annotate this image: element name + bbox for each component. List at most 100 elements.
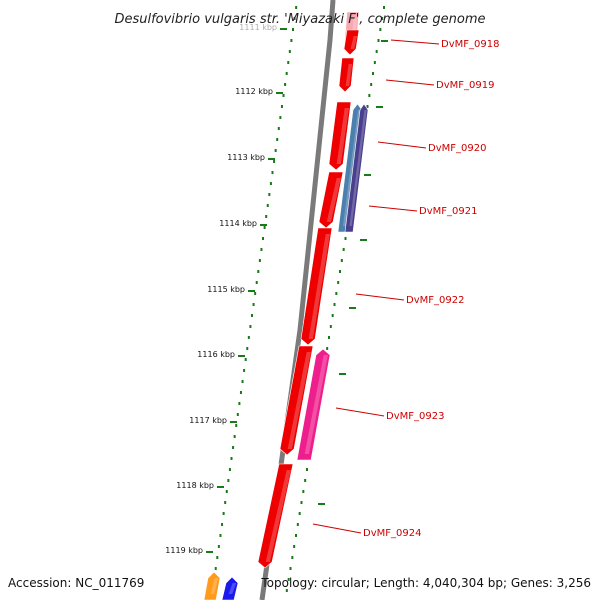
tick-dot — [377, 39, 380, 42]
tick-dot — [335, 292, 338, 295]
gene-dvmf-0924-shade — [265, 470, 291, 562]
tick-dot — [342, 248, 345, 251]
gene-dvmf-0923-shade — [287, 352, 311, 449]
gene-dvmf-0919[interactable] — [338, 57, 355, 93]
gene-dvmf-0920[interactable] — [328, 101, 352, 171]
gene-dvmf-0921[interactable] — [318, 171, 344, 229]
tick-dot — [333, 303, 336, 306]
tick-dot — [262, 237, 265, 240]
outer-tick-mark — [364, 174, 371, 176]
tick-dot — [269, 182, 272, 185]
tick-dot — [222, 512, 225, 515]
gene-magenta[interactable] — [296, 348, 331, 461]
tick-dot — [329, 325, 332, 328]
kbp-tick-mark — [280, 28, 287, 30]
gene-leader-line — [355, 293, 405, 301]
tick-dot — [257, 270, 260, 273]
tick-dot — [266, 204, 269, 207]
tick-dot — [372, 72, 374, 75]
outer-tick-mark — [376, 106, 383, 108]
tick-dot — [221, 523, 224, 526]
tick-dot — [370, 83, 373, 86]
tick-dot — [306, 468, 308, 471]
tick-dot — [263, 226, 266, 229]
kbp-tick-label: 1114 kbp — [219, 219, 257, 228]
tick-dot — [291, 28, 294, 31]
tick-dot — [216, 556, 219, 559]
tick-dot — [249, 325, 252, 328]
gene-leader-line — [335, 407, 385, 417]
tick-dot — [277, 127, 280, 130]
kbp-tick-mark — [230, 421, 237, 423]
tick-dot — [331, 314, 334, 317]
gene-dvmf-0918[interactable] — [343, 29, 360, 56]
gene-label-dvmf-0924[interactable]: DvMF_0924 — [363, 528, 421, 539]
gene-label-dvmf-0919[interactable]: DvMF_0919 — [436, 80, 494, 91]
gene-indigo-shade — [349, 110, 367, 226]
outer-tick-mark — [339, 373, 346, 375]
gene-label-dvmf-0921[interactable]: DvMF_0921 — [419, 206, 477, 217]
gene-dvmf-0922-shade — [308, 234, 330, 339]
tick-dot — [268, 193, 271, 196]
kbp-tick-mark — [276, 92, 283, 94]
tick-dot — [284, 83, 287, 86]
gene-orange[interactable] — [203, 571, 221, 600]
gene-dvmf-0923[interactable] — [279, 345, 314, 456]
tick-dot — [228, 468, 231, 471]
tick-dot — [217, 545, 220, 548]
gene-dvmf-0924[interactable] — [257, 463, 294, 569]
tick-dot — [340, 259, 343, 262]
gene-orange-shade — [210, 578, 219, 594]
gene-dvmf-0920-shade — [336, 108, 349, 164]
tick-dot — [328, 336, 330, 339]
outer-tick-mark — [349, 307, 356, 309]
tick-dot — [255, 281, 258, 284]
gene-leader-line — [377, 141, 427, 149]
gene-dvmf-0922[interactable] — [300, 227, 333, 346]
gene-leader-line — [368, 205, 418, 212]
kbp-tick-mark — [238, 355, 245, 357]
tick-dot — [252, 303, 255, 306]
tick-dot — [379, 28, 382, 31]
tick-dot — [368, 94, 371, 97]
tick-dot — [219, 534, 222, 537]
tick-dot — [274, 149, 277, 152]
tick-dot — [279, 116, 282, 119]
tick-dot — [288, 50, 291, 53]
tick-dot — [296, 523, 299, 526]
tick-dot — [383, 6, 385, 9]
tick-dot — [250, 314, 253, 317]
gene-blue[interactable] — [221, 576, 239, 600]
kbp-tick-label: 1116 kbp — [197, 350, 235, 359]
tick-dot — [265, 215, 268, 218]
gene-indigo[interactable] — [344, 103, 369, 233]
kbp-tick-mark — [217, 486, 224, 488]
tick-dot — [247, 336, 250, 339]
tick-dot — [260, 248, 263, 251]
tick-dot — [225, 490, 228, 493]
kbp-tick-mark — [206, 551, 213, 553]
kbp-tick-mark — [248, 290, 255, 292]
gene-label-dvmf-0922[interactable]: DvMF_0922 — [406, 295, 464, 306]
tick-dot — [339, 270, 341, 273]
gene-dvmf-0921-shade — [326, 178, 341, 222]
gene-dvmf-0919-shade — [345, 64, 353, 86]
tick-dot — [298, 512, 301, 515]
kbp-tick-label: 1111 kbp — [239, 23, 277, 32]
gene-label-dvmf-0923[interactable]: DvMF_0923 — [386, 411, 444, 422]
gene-label-dvmf-0918[interactable]: DvMF_0918 — [441, 39, 499, 50]
tick-dot — [224, 501, 227, 504]
gene-leader-line — [390, 39, 440, 45]
tick-dot — [244, 358, 247, 361]
gene-magenta-shade — [304, 355, 328, 454]
tick-dot — [366, 105, 369, 108]
tick-dot — [302, 490, 305, 493]
gene-label-dvmf-0920[interactable]: DvMF_0920 — [428, 143, 486, 154]
outer-tick-mark — [381, 40, 388, 42]
tick-dot — [373, 61, 376, 64]
tick-dot — [375, 50, 378, 53]
tick-dot — [227, 479, 230, 482]
tick-dot — [300, 501, 303, 504]
outer-tick-mark — [318, 503, 325, 505]
